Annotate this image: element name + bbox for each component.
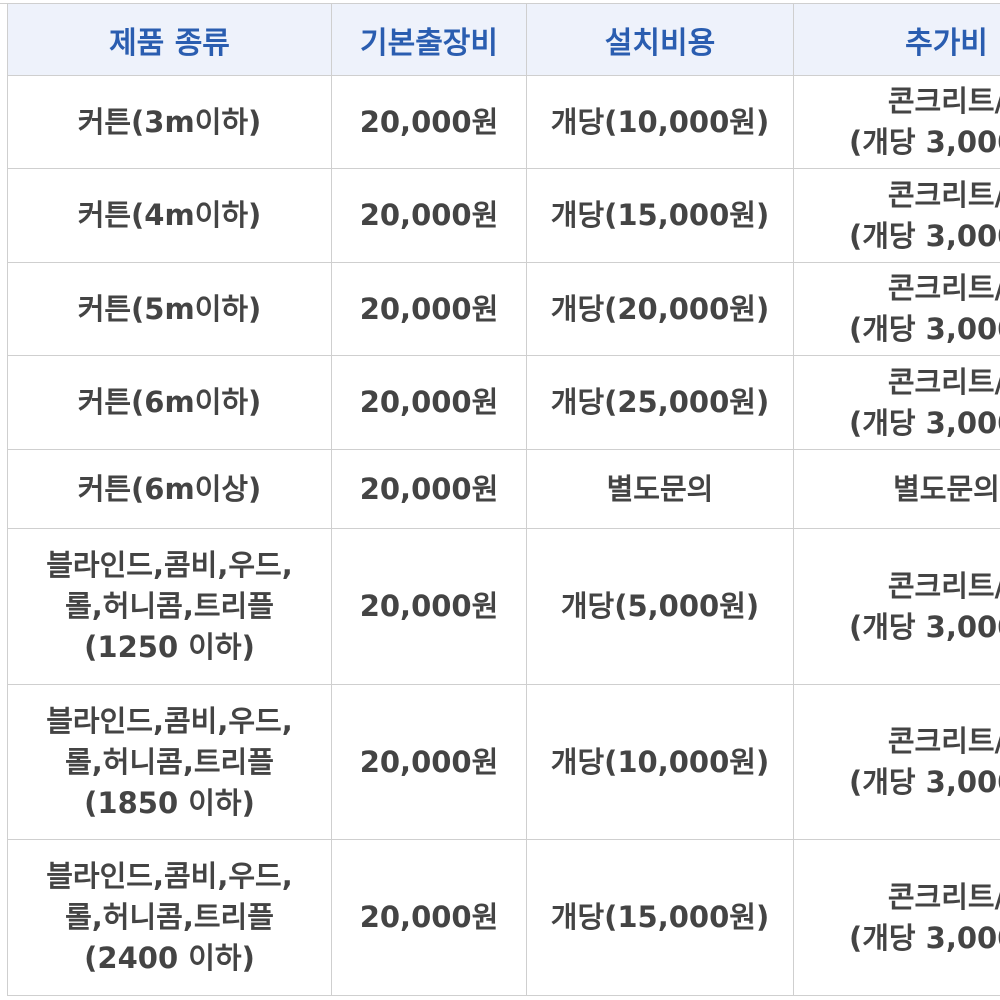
cell-text: 롤,허니콤,트리플: [65, 589, 274, 623]
header-cell: 설치비용: [526, 3, 794, 76]
cell-text: (개당 3,000원: [848, 312, 1000, 346]
cell-text: 블라인드,콤비,우드,: [46, 548, 293, 582]
table-cell: 콘크리트/ (개당 3,000원: [793, 528, 1000, 685]
cell-text: 롤,허니콤,트리플: [65, 900, 274, 934]
table-cell: 20,000원: [331, 262, 527, 356]
table-row: 블라인드,콤비,우드, 롤,허니콤,트리플 (2400 이하) 20,000원 개당(1…: [7, 839, 1000, 996]
cell-text: 20,000원: [359, 589, 499, 623]
cell-text: (개당 3,000원: [848, 405, 1000, 440]
table-row: 블라인드,콤비,우드, 롤,허니콤,트리플 (1850 이하) 20,000원 개당(1…: [7, 684, 1000, 840]
cell-text: 콘크리트/: [887, 879, 1000, 914]
cell-text: 커튼(5m이하): [77, 291, 262, 326]
cell-text: 20,000원: [359, 385, 499, 419]
header-cell: 제품 종류: [7, 3, 332, 76]
table-cell: 커튼(6m이하): [7, 355, 332, 450]
cell-text: 콘크리트/: [887, 568, 1000, 603]
header-cell: 추가비: [793, 3, 1000, 76]
cell-text: 블라인드,콤비,우드,: [46, 703, 293, 738]
table-row: 커튼(6m이하) 20,000원 개당(25,000원) 콘크리트/ (개당 3,000…: [7, 355, 1000, 450]
cell-text: 20,000원: [359, 471, 499, 506]
cell-text: (개당 3,000원: [848, 125, 1000, 159]
table-cell: 개당(5,000원): [526, 528, 794, 685]
table-cell: 콘크리트/ (개당 3,000원: [793, 355, 1000, 450]
table-cell: 콘크리트/ (개당 3,000원: [793, 75, 1000, 169]
cell-text: 개당(10,000원): [550, 104, 770, 139]
cell-text: 콘크리트/: [887, 271, 1000, 305]
price-table: 제품 종류 기본출장비 설치비용 추가비 커튼(3m이하) 20,000원 개당(10,0…: [7, 3, 1000, 996]
table-cell: 20,000원: [331, 684, 527, 840]
cell-text: 20,000원: [359, 900, 499, 934]
cell-text: 개당(15,000원): [550, 198, 770, 232]
header-row: 제품 종류 기본출장비 설치비용 추가비: [7, 3, 1000, 76]
cell-text: 20,000원: [359, 744, 499, 779]
table-cell: 개당(15,000원): [526, 839, 794, 996]
table-cell: 개당(20,000원): [526, 262, 794, 356]
cell-text: 커튼(4m이하): [77, 198, 262, 232]
table-cell: 커튼(4m이하): [7, 168, 332, 263]
cell-text: (2400 이하): [84, 941, 255, 975]
cell-text: 커튼(3m이하): [77, 104, 262, 139]
table-cell: 20,000원: [331, 75, 527, 169]
table-cell: 개당(10,000원): [526, 75, 794, 169]
table-cell: 20,000원: [331, 355, 527, 450]
cell-text: (1250 이하): [84, 630, 255, 664]
cell-text: 콘크리트/: [887, 84, 1000, 118]
table-cell: 콘크리트/ (개당 3,000원: [793, 839, 1000, 996]
cell-text: 커튼(6m이상): [77, 471, 262, 506]
cell-text: (개당 3,000원: [848, 765, 1000, 799]
cell-text: 롤,허니콤,트리플: [65, 744, 274, 779]
cell-text: 콘크리트/: [887, 724, 1000, 758]
table-cell: 개당(15,000원): [526, 168, 794, 263]
table-cell: 블라인드,콤비,우드, 롤,허니콤,트리플 (1850 이하): [7, 684, 332, 840]
cell-text: 20,000원: [359, 291, 499, 326]
table-cell: 커튼(6m이상): [7, 449, 332, 529]
cell-text: 별도문의: [606, 471, 714, 506]
table-row: 커튼(3m이하) 20,000원 개당(10,000원) 콘크리트/ (개당 3,000…: [7, 75, 1000, 169]
table-cell: 개당(10,000원): [526, 684, 794, 840]
table-cell: 콘크리트/ (개당 3,000원: [793, 168, 1000, 263]
cell-text: 개당(20,000원): [550, 291, 770, 326]
cell-text: 개당(10,000원): [550, 744, 770, 779]
table-cell: 블라인드,콤비,우드, 롤,허니콤,트리플 (1250 이하): [7, 528, 332, 685]
cell-text: (개당 3,000원: [848, 218, 1000, 253]
table-cell: 커튼(5m이하): [7, 262, 332, 356]
table-cell: 20,000원: [331, 168, 527, 263]
table-row: 커튼(6m이상) 20,000원 별도문의 별도문의: [7, 449, 1000, 529]
table-row: 커튼(5m이하) 20,000원 개당(20,000원) 콘크리트/ (개당 3,000…: [7, 262, 1000, 356]
table-edge: [0, 3, 7, 996]
table-cell: 20,000원: [331, 528, 527, 685]
cell-text: 개당(25,000원): [550, 385, 770, 419]
table-row: 블라인드,콤비,우드, 롤,허니콤,트리플 (1250 이하) 20,000원 개당(5…: [7, 528, 1000, 685]
header-cell: 기본출장비: [331, 3, 527, 76]
table-cell: 별도문의: [793, 449, 1000, 529]
table-cell: 콘크리트/ (개당 3,000원: [793, 262, 1000, 356]
table-cell: 20,000원: [331, 839, 527, 996]
cell-text: (개당 3,000원: [848, 920, 1000, 955]
table-cell: 커튼(3m이하): [7, 75, 332, 169]
cell-text: 콘크리트/: [887, 364, 1000, 399]
cell-text: 개당(15,000원): [550, 900, 770, 934]
cell-text: 별도문의: [893, 471, 1000, 506]
table-cell: 별도문의: [526, 449, 794, 529]
cell-text: 커튼(6m이하): [77, 385, 262, 419]
cell-text: 블라인드,콤비,우드,: [46, 859, 293, 893]
cell-text: 20,000원: [359, 104, 499, 139]
table-cell: 20,000원: [331, 449, 527, 529]
cell-text: 20,000원: [359, 198, 499, 232]
cell-text: (개당 3,000원: [848, 609, 1000, 644]
cell-text: 콘크리트/: [887, 177, 1000, 212]
cell-text: 개당(5,000원): [560, 589, 760, 623]
table-cell: 블라인드,콤비,우드, 롤,허니콤,트리플 (2400 이하): [7, 839, 332, 996]
cell-text: (1850 이하): [84, 785, 255, 820]
table-cell: 콘크리트/ (개당 3,000원: [793, 684, 1000, 840]
table-row: 커튼(4m이하) 20,000원 개당(15,000원) 콘크리트/ (개당 3,000…: [7, 168, 1000, 263]
table-cell: 개당(25,000원): [526, 355, 794, 450]
